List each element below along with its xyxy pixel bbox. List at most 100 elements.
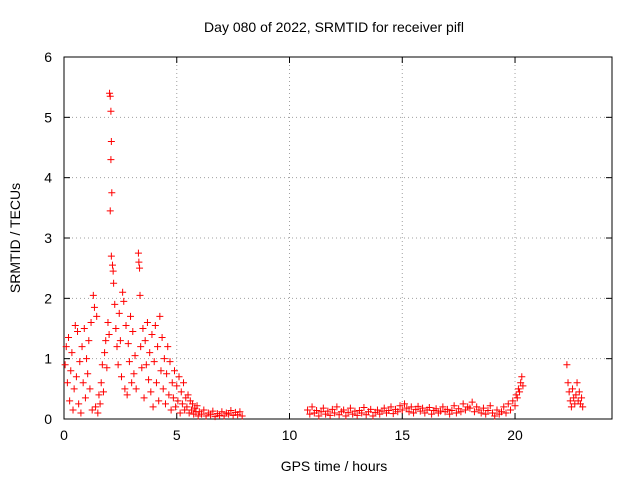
data-point: [94, 409, 102, 417]
data-point: [69, 406, 77, 414]
data-point: [101, 349, 109, 357]
data-point: [167, 406, 175, 414]
data-point: [178, 400, 186, 408]
data-point: [96, 400, 104, 408]
data-point: [218, 408, 226, 416]
data-point: [504, 400, 512, 408]
data-point: [183, 403, 191, 411]
data-point: [140, 394, 148, 402]
data-point: [90, 303, 98, 311]
data-point: [111, 300, 119, 308]
data-point: [93, 312, 101, 320]
data-point: [146, 349, 154, 357]
data-point: [225, 410, 233, 418]
data-point: [333, 403, 341, 411]
data-point: [486, 402, 494, 410]
data-point: [340, 406, 348, 414]
data-point: [317, 408, 325, 416]
data-point: [157, 367, 165, 375]
data-point: [68, 349, 76, 357]
data-point: [97, 379, 105, 387]
data-point: [168, 379, 176, 387]
data-point: [124, 340, 132, 348]
data-point: [394, 408, 402, 416]
data-point: [403, 404, 411, 412]
data-point: [313, 407, 321, 415]
data-point: [193, 402, 201, 410]
data-point: [200, 406, 208, 414]
data-point: [109, 267, 117, 275]
data-point: [189, 400, 197, 408]
data-points: [61, 89, 587, 421]
data-point: [72, 373, 80, 381]
data-point: [174, 397, 182, 405]
data-point: [99, 388, 107, 396]
data-point: [439, 403, 447, 411]
data-point: [67, 367, 75, 375]
data-point: [432, 405, 440, 413]
data-point: [78, 343, 86, 351]
data-point: [437, 407, 445, 415]
data-point: [102, 337, 110, 345]
data-point: [116, 337, 124, 345]
data-point: [86, 385, 94, 393]
data-point: [512, 391, 520, 399]
data-point: [306, 410, 314, 418]
x-tick-label: 5: [173, 427, 181, 443]
data-point: [71, 321, 79, 329]
data-point: [407, 403, 415, 411]
data-point: [150, 358, 158, 366]
data-point: [87, 318, 95, 326]
data-point: [398, 406, 406, 414]
y-tick-label: 1: [44, 351, 52, 367]
data-point: [446, 410, 454, 418]
data-point: [572, 391, 580, 399]
data-point: [155, 397, 163, 405]
data-point: [579, 403, 587, 411]
data-point: [176, 409, 184, 417]
data-point: [119, 288, 127, 296]
data-point: [308, 403, 316, 411]
data-point: [567, 403, 575, 411]
data-point: [161, 400, 169, 408]
data-point: [209, 407, 217, 415]
data-point: [360, 404, 368, 412]
data-point: [459, 400, 467, 408]
data-point: [149, 403, 157, 411]
data-point: [470, 408, 478, 416]
data-point: [143, 318, 151, 326]
data-point: [482, 410, 490, 418]
data-point: [502, 409, 510, 417]
data-point: [139, 325, 147, 332]
data-point: [353, 411, 361, 419]
data-point: [187, 406, 195, 414]
data-point: [92, 403, 100, 411]
data-point: [123, 391, 131, 399]
y-tick-label: 6: [44, 49, 52, 65]
grid-lines: [64, 57, 612, 419]
data-point: [166, 358, 174, 366]
data-point: [137, 343, 145, 351]
data-point: [519, 382, 527, 390]
data-point: [130, 370, 138, 378]
data-point: [147, 388, 155, 396]
data-point: [171, 367, 179, 375]
data-point: [509, 397, 517, 405]
data-point: [61, 361, 69, 369]
data-point: [315, 412, 323, 420]
data-point: [484, 407, 492, 415]
data-point: [419, 404, 427, 412]
data-point: [65, 334, 73, 342]
axis-ticks: [63, 56, 612, 420]
data-point: [479, 404, 487, 412]
data-point: [194, 412, 202, 420]
data-point: [238, 412, 246, 420]
data-point: [136, 291, 144, 299]
data-point: [565, 388, 573, 396]
data-point: [76, 358, 84, 366]
data-point: [414, 402, 422, 410]
data-point: [77, 409, 85, 417]
data-point: [156, 312, 164, 320]
data-point: [236, 408, 244, 416]
data-point: [83, 355, 91, 363]
